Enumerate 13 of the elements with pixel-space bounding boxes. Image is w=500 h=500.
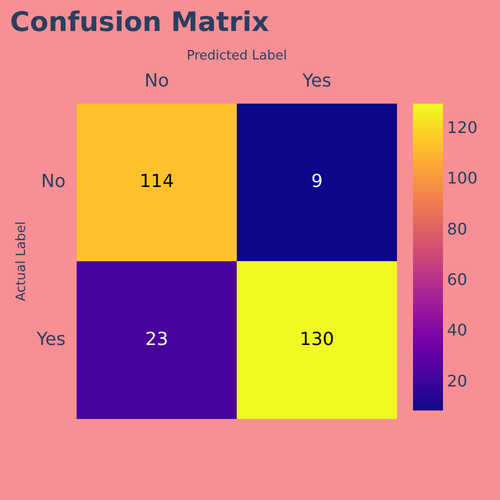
data-label: 114 <box>140 171 174 192</box>
color-bar-label: 40 <box>447 320 468 340</box>
color-bar-label: 60 <box>447 270 468 290</box>
color-bar-label: 100 <box>447 168 478 188</box>
chart-title: Confusion Matrix <box>10 7 270 38</box>
color-bar-label: 80 <box>447 219 468 238</box>
color-bar-label: 120 <box>447 118 478 138</box>
data-label: 9 <box>311 171 323 192</box>
color-bar-label: 20 <box>447 371 468 390</box>
data-label: 130 <box>300 328 334 350</box>
x-axis-title: Predicted Label <box>186 48 287 64</box>
y-axis-title: Actual Label <box>14 221 30 302</box>
data-label: 23 <box>145 328 168 350</box>
